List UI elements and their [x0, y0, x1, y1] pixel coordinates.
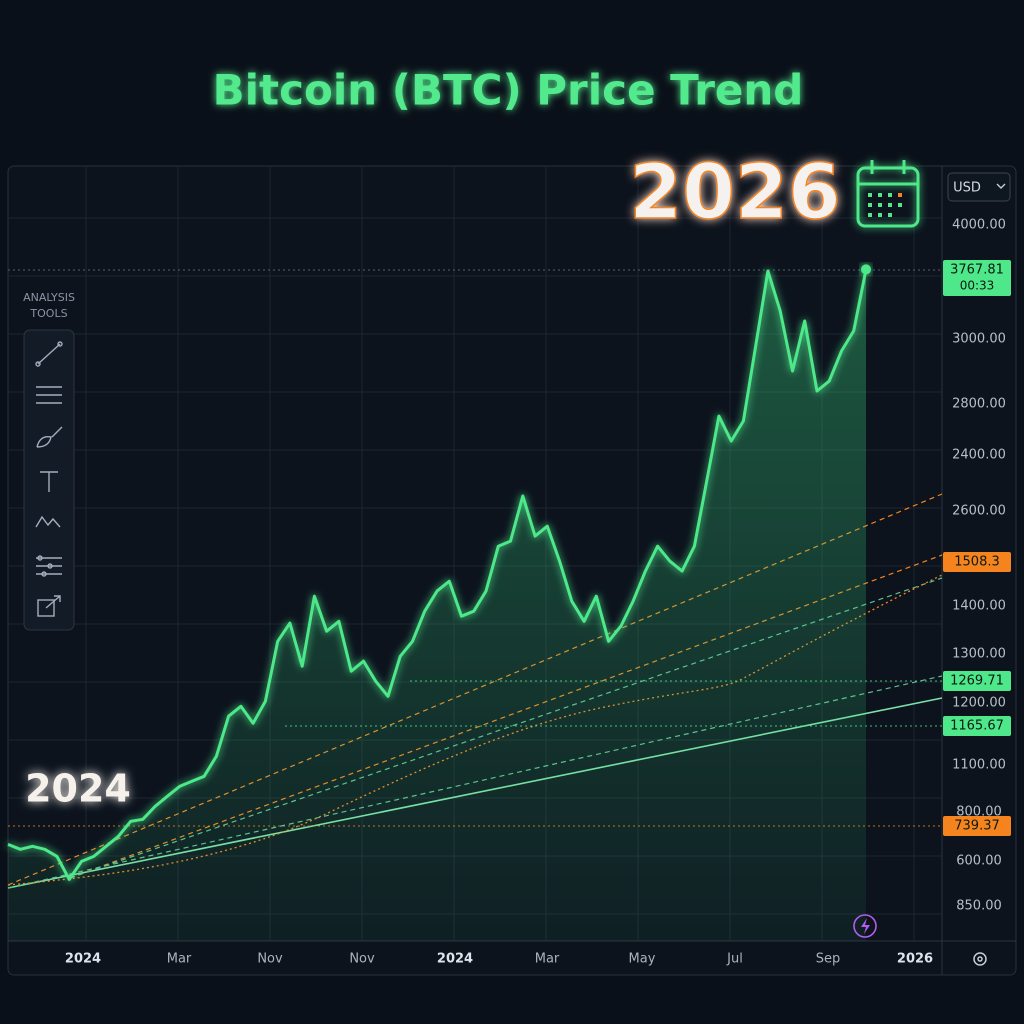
settings-button[interactable]: [973, 952, 987, 966]
fib-tool[interactable]: [36, 386, 62, 404]
x-tick-label: Sep: [816, 952, 841, 967]
y-axis-label: 850.00: [956, 899, 1002, 914]
y-axis-label: 1300.00: [952, 647, 1006, 662]
highlight-year: 2026: [629, 147, 841, 236]
price-tag: [943, 260, 1011, 296]
chart-title: Bitcoin (BTC) Price Trend: [213, 66, 804, 115]
area: [8, 269, 866, 941]
x-tick-label: Jul: [726, 952, 743, 967]
text-tool[interactable]: [40, 471, 58, 492]
price-tag: [943, 671, 1011, 691]
x-tick-label: Nov: [349, 952, 375, 967]
price-line-series: [7, 269, 868, 881]
price-tag: [943, 716, 1011, 736]
x-tick-label: 2026: [897, 952, 933, 967]
y-axis-label: 1100.00: [952, 758, 1006, 773]
measure-tool[interactable]: [36, 555, 62, 577]
tool-icons: [35, 341, 63, 617]
x-tick-label: 2024: [437, 952, 473, 967]
axes: 4000.00 3000.00 2800.00 2400.00 2600.00 1400.…: [65, 218, 1006, 967]
price-tag-label: 3767.81: [950, 263, 1004, 278]
price-tag-label: 1269.71: [950, 674, 1004, 689]
currency: USD: [953, 181, 981, 196]
x-tick-label: May: [629, 952, 656, 967]
dropdown-chevron: [996, 183, 1006, 189]
last-price-dot: [861, 264, 871, 275]
start-year: 2024: [25, 767, 131, 811]
calendar-dots: [868, 193, 902, 217]
y-axis-label: 2400.00: [952, 448, 1006, 463]
tools-title: ANALYSIS TOOLS: [23, 291, 75, 320]
price-tag: [943, 816, 1011, 836]
y-axis-label: 2800.00: [952, 397, 1006, 412]
price-tag-label: 739.37: [954, 819, 1000, 834]
brush-tool[interactable]: [36, 426, 63, 448]
y-axis-label: 4000.00: [952, 218, 1006, 233]
pattern-tool[interactable]: [35, 515, 61, 528]
y-axis-label: 2600.00: [952, 504, 1006, 519]
y-axis-label: 1400.00: [952, 599, 1006, 614]
x-tick-label: Mar: [167, 952, 192, 967]
trendline-tool[interactable]: [35, 341, 63, 367]
price-tag: [943, 552, 1011, 572]
price-tag-countdown: 00:33: [960, 279, 995, 293]
price-tag-label: 1508.3: [954, 555, 1000, 570]
y-axis-label: 1200.00: [952, 696, 1006, 711]
lightning-button[interactable]: [853, 914, 877, 938]
calendar-icon[interactable]: [856, 160, 920, 228]
price-tag-label: 1165.67: [950, 719, 1004, 734]
series: [7, 264, 871, 941]
zoom-tool[interactable]: [37, 595, 61, 617]
x-tick-label: 2024: [65, 952, 101, 967]
currency-select[interactable]: [947, 172, 1011, 202]
y-axis-label: 600.00: [956, 854, 1002, 869]
x-tick-label: Nov: [257, 952, 283, 967]
x-tick-label: Mar: [535, 952, 560, 967]
y-axis-label: 800.00: [956, 805, 1002, 820]
y-axis-label: 3000.00: [952, 332, 1006, 347]
